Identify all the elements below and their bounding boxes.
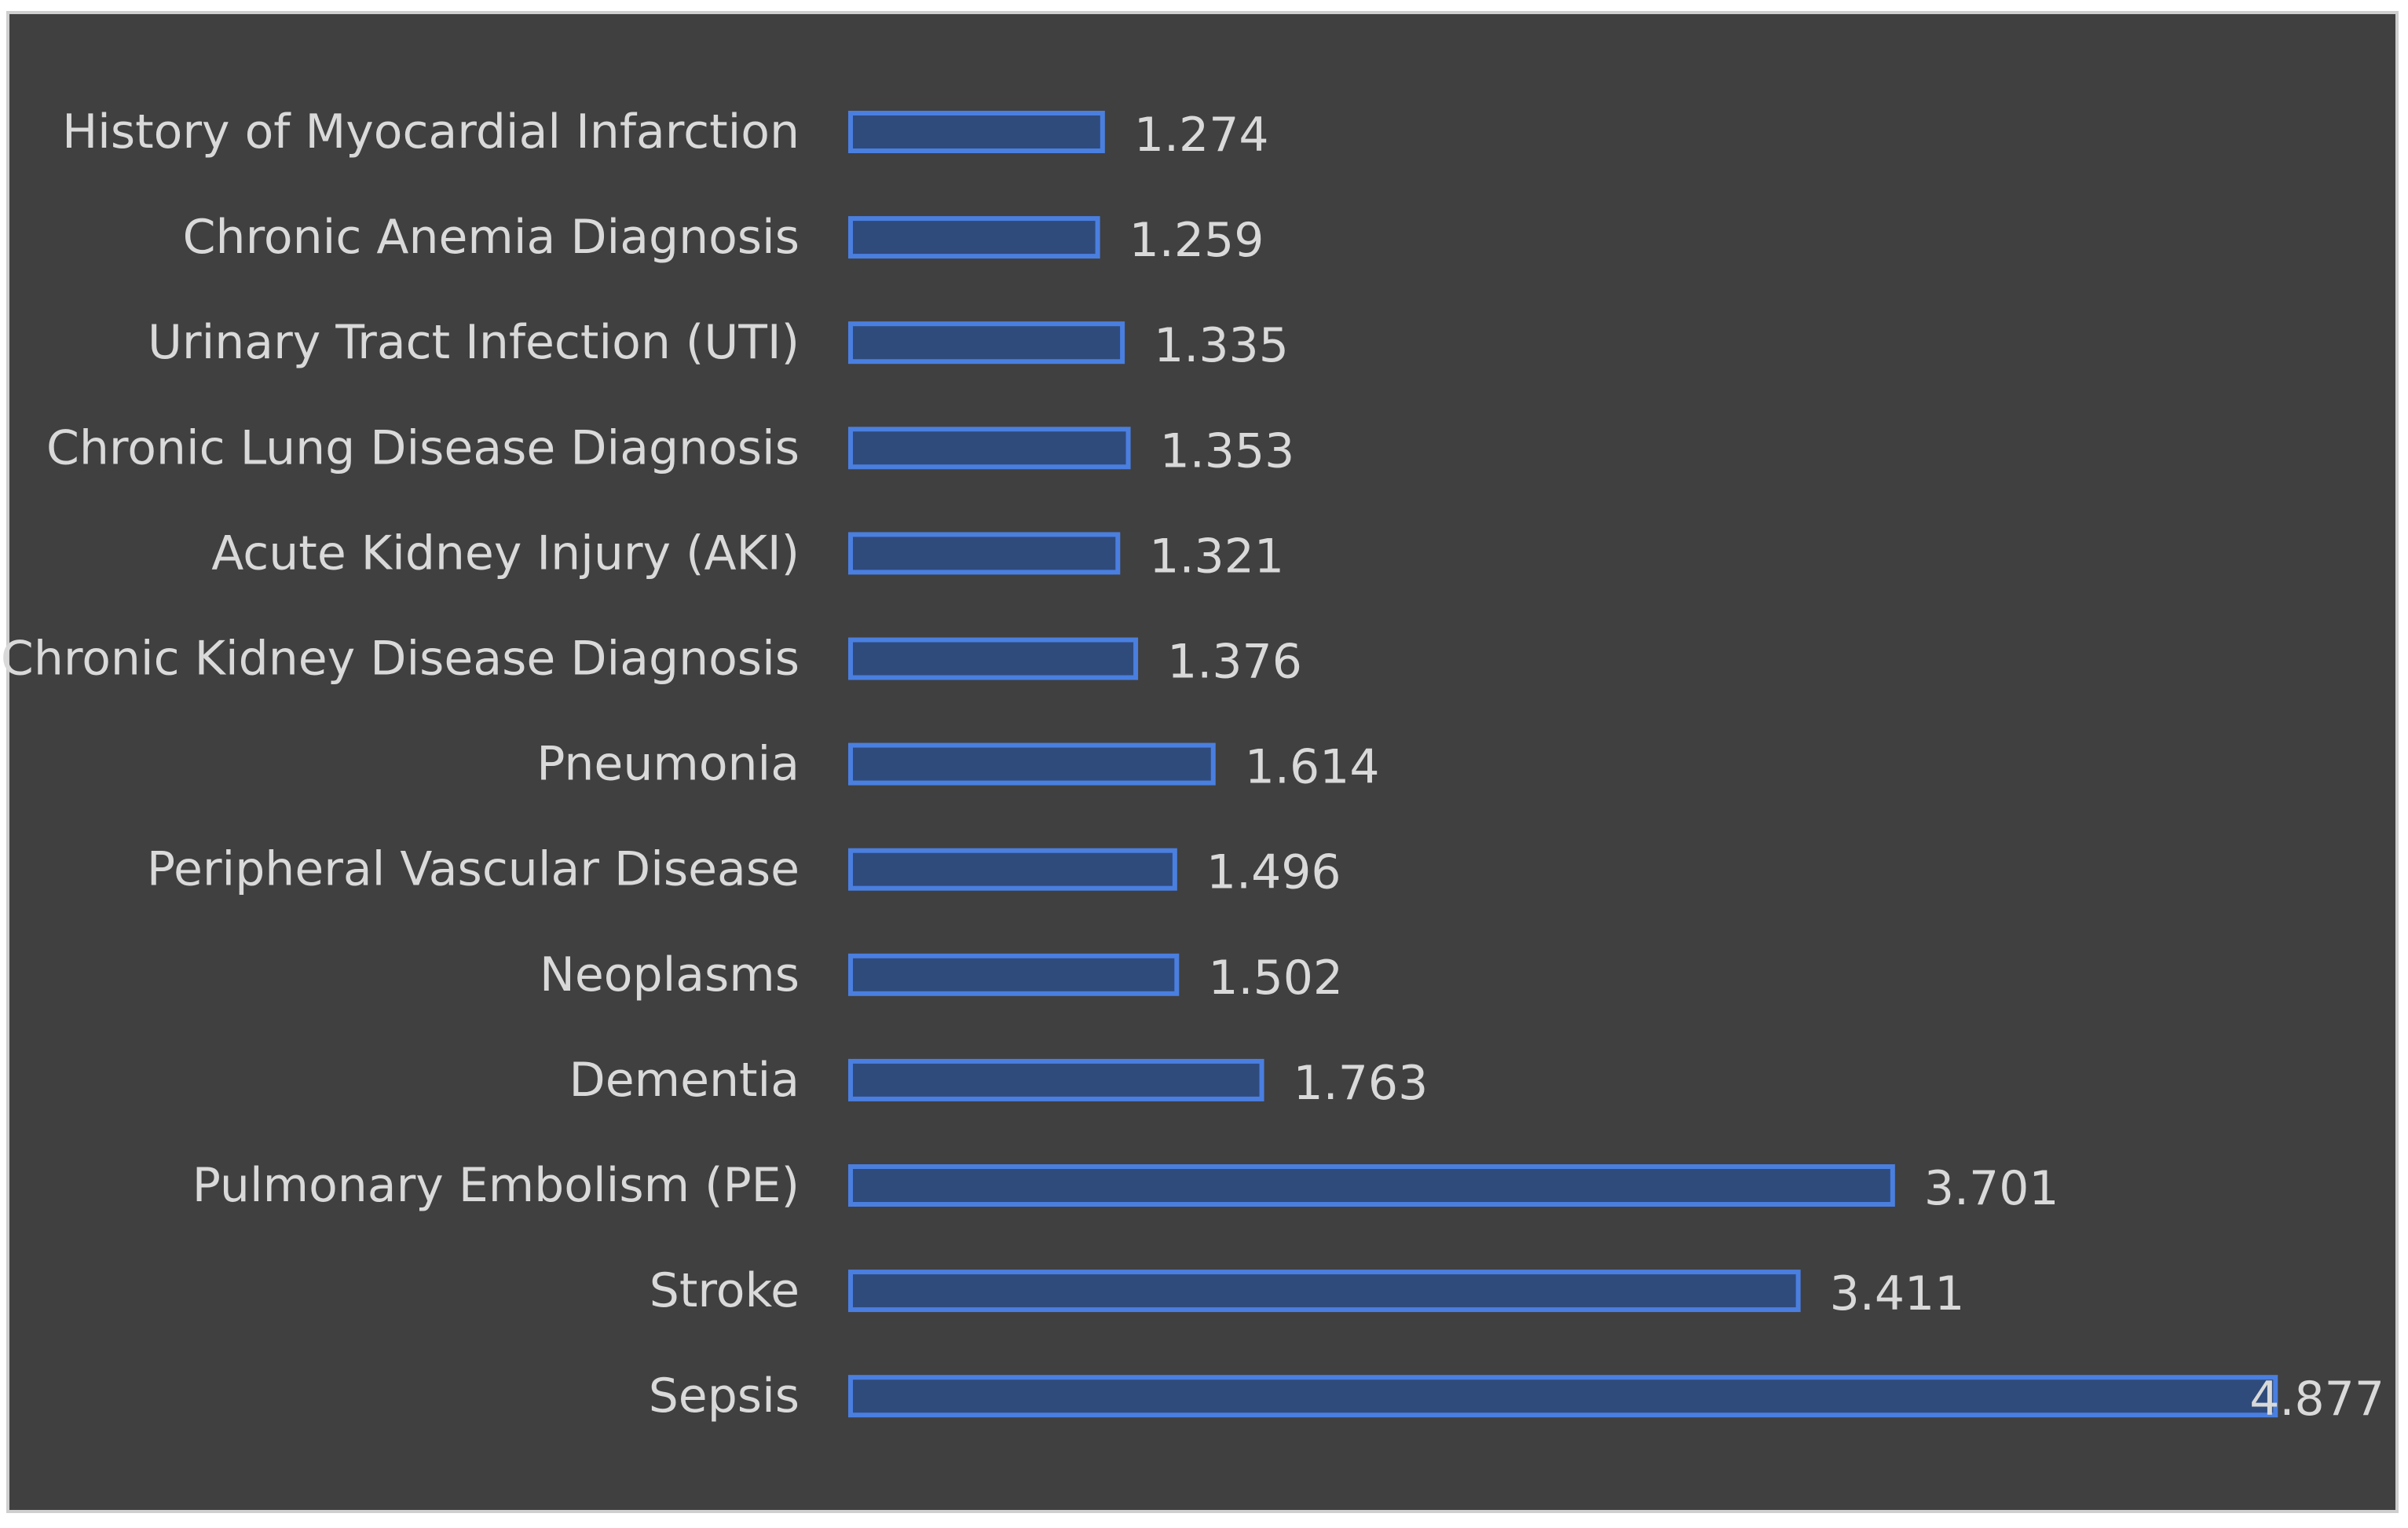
value-label: 1.274 (1134, 108, 1269, 163)
category-label: History of Myocardial Infarction (62, 104, 800, 159)
bar (848, 427, 1131, 470)
category-label: Acute Kidney Injury (AKI) (211, 526, 800, 581)
value-label: 1.763 (1294, 1056, 1429, 1111)
category-label: Chronic Lung Disease Diagnosis (46, 420, 800, 475)
bar (848, 111, 1105, 153)
value-label: 3.411 (1830, 1266, 1965, 1321)
bar (848, 1270, 1801, 1313)
bar (848, 1058, 1264, 1101)
bar (848, 742, 1216, 786)
bar (848, 532, 1121, 575)
value-label: 1.496 (1206, 845, 1341, 900)
value-label: 1.259 (1129, 213, 1264, 268)
value-label: 4.877 (2249, 1372, 2384, 1427)
category-label: Peripheral Vascular Disease (147, 842, 800, 897)
value-label: 1.353 (1160, 423, 1295, 478)
value-label: 1.321 (1149, 529, 1284, 584)
bar (848, 953, 1180, 996)
category-label: Chronic Kidney Disease Diagnosis (1, 632, 800, 687)
category-label: Dementia (569, 1053, 800, 1108)
bar (848, 1375, 2278, 1418)
category-label: Neoplasms (540, 947, 800, 1002)
value-label: 3.701 (1924, 1161, 2059, 1216)
category-label: Stroke (650, 1263, 800, 1318)
category-label: Pulmonary Embolism (PE) (192, 1158, 800, 1213)
bar (848, 216, 1100, 259)
value-label: 1.502 (1208, 951, 1343, 1006)
category-label: Sepsis (649, 1369, 800, 1424)
category-label: Urinary Tract Infection (UTI) (148, 315, 800, 370)
bar (848, 321, 1125, 365)
value-label: 1.335 (1154, 318, 1289, 373)
category-label: Pneumonia (536, 737, 800, 792)
value-label: 1.376 (1167, 635, 1302, 690)
value-label: 1.614 (1245, 740, 1380, 795)
bar (848, 848, 1177, 891)
category-label: Chronic Anemia Diagnosis (183, 210, 800, 265)
bar (848, 1164, 1895, 1207)
bar (848, 637, 1139, 680)
